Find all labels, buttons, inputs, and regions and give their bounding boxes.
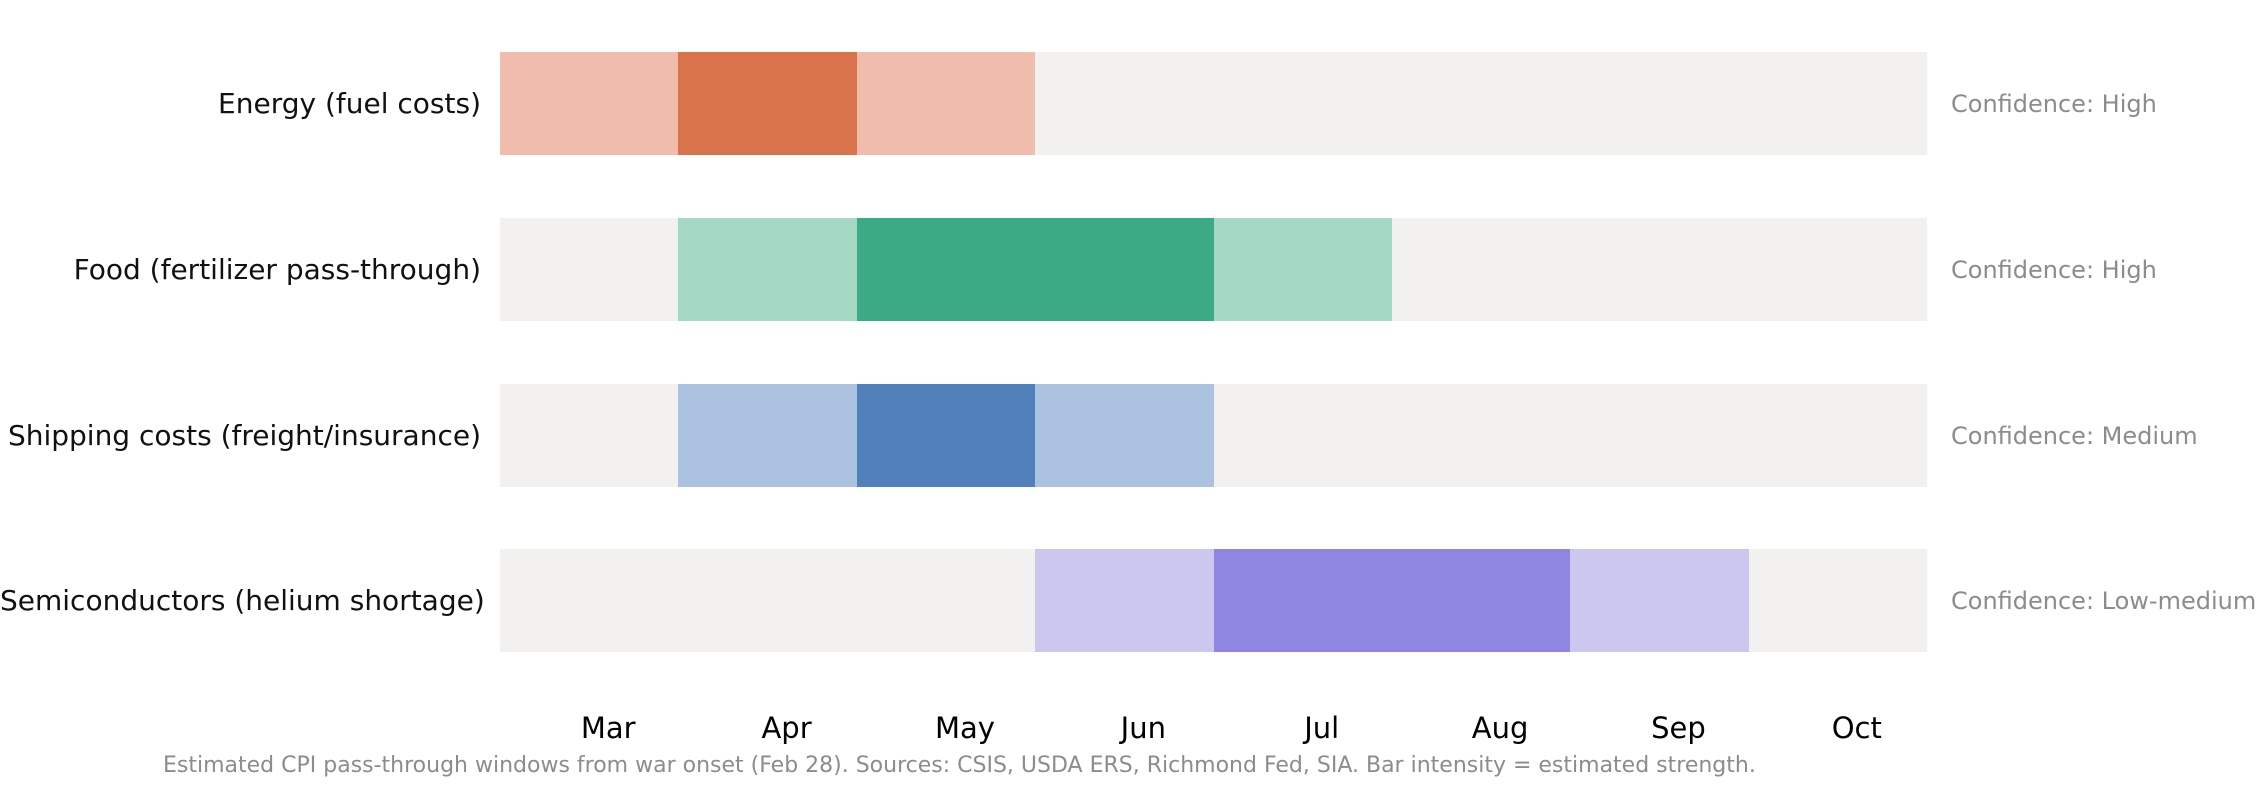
row-label: Energy (fuel costs) — [218, 87, 481, 120]
month-cell-mar — [500, 384, 678, 487]
month-axis: Mar Apr May Jun Jul Aug Sep Oct — [519, 706, 1946, 750]
month-cell-may — [856, 384, 1036, 487]
axis-tick-label: Apr — [761, 711, 812, 745]
axis-tick-label: Jul — [1304, 711, 1340, 745]
month-cell-jun — [1035, 384, 1214, 487]
month-cell-sep — [1570, 218, 1748, 321]
month-cell-jul — [1213, 218, 1392, 321]
timeline-track — [500, 52, 1927, 155]
axis-tick-label: Jun — [1120, 711, 1166, 745]
confidence-label: Confidence: Low-medium — [1951, 586, 2257, 615]
month-cell-apr — [678, 384, 857, 487]
row-label: Shipping costs (freight/insurance) — [7, 419, 481, 452]
month-cell-jun — [1035, 218, 1214, 321]
month-cell-may — [856, 218, 1036, 321]
month-cell-may — [856, 52, 1036, 155]
month-cell-mar — [500, 218, 678, 321]
timeline-row: Energy (fuel costs) Confidence: High — [0, 52, 2261, 155]
timeline-track — [500, 549, 1927, 652]
month-cell-mar — [500, 549, 678, 652]
month-cell-oct — [1749, 384, 1927, 487]
confidence-label: Confidence: High — [1951, 255, 2157, 284]
month-cell-apr — [678, 52, 857, 155]
month-cell-jul — [1213, 549, 1392, 652]
month-cell-apr — [678, 218, 857, 321]
month-cell-jul — [1214, 384, 1392, 487]
confidence-label: Confidence: Medium — [1951, 421, 2198, 450]
month-cell-oct — [1749, 218, 1927, 321]
chart-caption: Estimated CPI pass-through windows from … — [163, 753, 1756, 778]
month-cell-oct — [1749, 52, 1927, 155]
timeline-track — [500, 384, 1927, 487]
axis-tick-label: May — [934, 711, 995, 745]
month-cell-apr — [678, 549, 856, 652]
axis-tick-label: Sep — [1651, 711, 1706, 745]
month-cell-aug — [1392, 218, 1570, 321]
month-cell-sep — [1570, 52, 1748, 155]
axis-tick-label: Oct — [1831, 711, 1882, 745]
timeline-row: Shipping costs (freight/insurance) Confid… — [0, 384, 2261, 487]
axis-tick-label: Mar — [580, 711, 636, 745]
month-cell-jun — [1035, 52, 1213, 155]
month-cell-sep — [1570, 384, 1748, 487]
axis-tick-label: Aug — [1471, 711, 1529, 745]
row-label: Semiconductors (helium shortage) — [0, 584, 485, 617]
timeline-track — [500, 218, 1927, 321]
month-cell-aug — [1391, 549, 1571, 652]
month-cell-mar — [500, 52, 679, 155]
month-cell-jun — [1035, 549, 1214, 652]
month-cell-jul — [1214, 52, 1392, 155]
month-cell-aug — [1392, 384, 1570, 487]
row-label: Food (fertilizer pass-through) — [73, 253, 481, 286]
month-cell-oct — [1749, 549, 1927, 652]
month-cell-sep — [1570, 549, 1749, 652]
month-cell-aug — [1392, 52, 1570, 155]
timeline-row: Semiconductors (helium shortage) Confiden… — [0, 549, 2261, 652]
confidence-label: Confidence: High — [1951, 89, 2157, 118]
month-cell-may — [857, 549, 1035, 652]
timeline-row: Food (fertilizer pass-through) Confidence… — [0, 218, 2261, 321]
